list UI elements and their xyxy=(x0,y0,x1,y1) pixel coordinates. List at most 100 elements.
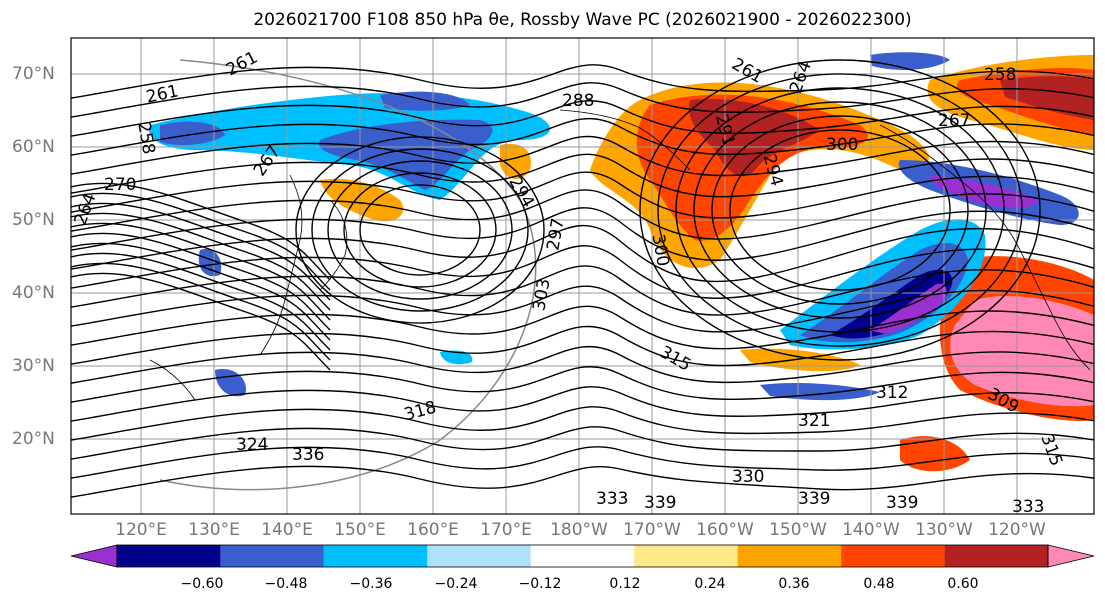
colorbar-swatch xyxy=(220,545,324,567)
negative-anomaly-region xyxy=(440,350,473,365)
theta-e-contour xyxy=(71,182,331,281)
negative-anomaly-core xyxy=(319,119,493,190)
contour-label: 321 xyxy=(798,411,830,431)
contour-label: 336 xyxy=(292,445,324,465)
theta-e-contour xyxy=(71,192,331,291)
colorbar-swatch xyxy=(944,545,1048,567)
colorbar xyxy=(70,544,1095,568)
positive-anomaly-region xyxy=(320,178,404,222)
contour-label: 339 xyxy=(886,493,918,513)
lon-label: 140°E xyxy=(261,520,313,540)
positive-anomaly-region xyxy=(500,143,531,180)
lat-label: 20°N xyxy=(12,429,55,449)
theta-e-contour xyxy=(71,366,1094,403)
theta-e-contour xyxy=(71,171,1094,219)
contour-label: 333 xyxy=(1012,497,1044,517)
map-frame xyxy=(70,37,1095,515)
colorbar-tick-label: −0.36 xyxy=(349,576,393,592)
positive-anomaly-max xyxy=(950,295,1094,407)
contour-label: 270 xyxy=(104,175,136,195)
colorbar-tick-label: 0.36 xyxy=(778,576,810,592)
lon-label: 140°W xyxy=(842,520,900,540)
contour-label: 288 xyxy=(562,91,594,111)
theta-e-contour xyxy=(71,446,1094,479)
contour-label: 300 xyxy=(826,135,858,155)
colorbar-swatch xyxy=(634,545,738,567)
map-title: 2026021700 F108 850 hPa θe, Rossby Wave … xyxy=(253,10,912,30)
theta-e-contour xyxy=(71,82,1094,118)
lat-label: 30°N xyxy=(12,356,55,376)
positive-anomaly-region xyxy=(900,436,970,472)
colorbar-swatch xyxy=(530,545,635,567)
lon-label: 160°W xyxy=(696,520,754,540)
negative-anomaly-region xyxy=(160,121,225,146)
lat-label: 40°N xyxy=(12,283,55,303)
coastlines xyxy=(149,109,1091,401)
colorbar-swatch xyxy=(323,545,428,567)
contour-label: 333 xyxy=(596,489,628,509)
theta-e-contour xyxy=(71,386,1094,422)
theta-e-contour xyxy=(71,406,1094,441)
lon-label: 160°E xyxy=(407,520,459,540)
theta-e-contour xyxy=(71,117,1094,156)
theta-e-contour xyxy=(71,64,1094,99)
theta-e-contour xyxy=(71,224,1094,283)
theta-e-contour xyxy=(71,212,331,311)
theta-e-contours xyxy=(71,59,1094,498)
positive-anomaly-peak xyxy=(1000,76,1094,120)
lon-label: 180°W xyxy=(550,520,608,540)
lon-label: 120°W xyxy=(988,520,1046,540)
negative-anomaly-region xyxy=(760,382,880,401)
negative-anomaly-region xyxy=(870,52,950,70)
theta-e-closed-contour xyxy=(657,73,1023,347)
colorbar-tick-label: 0.60 xyxy=(947,576,979,592)
map-panel xyxy=(71,38,1094,514)
negative-anomaly-region xyxy=(380,91,470,111)
contour-label: 258 xyxy=(984,65,1016,85)
colorbar-swatch xyxy=(841,545,945,567)
theta-e-contour xyxy=(71,426,1094,460)
lat-label: 60°N xyxy=(12,137,55,157)
contour-label: 339 xyxy=(798,489,830,509)
theta-e-contour xyxy=(71,285,1094,333)
contour-label: 339 xyxy=(644,493,676,513)
colorbar-tick-label: 0.48 xyxy=(863,576,895,592)
negative-anomaly-max xyxy=(930,175,1040,209)
theta-e-contour xyxy=(71,262,331,361)
theta-e-closed-contour xyxy=(675,87,1005,333)
theta-e-closed-contour xyxy=(311,148,529,312)
range-circle xyxy=(159,59,537,491)
theta-e-contour xyxy=(71,232,331,331)
theta-e-contour xyxy=(71,325,1094,367)
theta-e-contour xyxy=(71,245,1094,299)
colorbar-tick-label: −0.48 xyxy=(264,576,308,592)
positive-anomaly-peak xyxy=(689,99,820,177)
theta-e-contour xyxy=(71,242,331,341)
colorbar-tick-label: −0.24 xyxy=(434,576,478,592)
lat-label: 70°N xyxy=(12,64,55,84)
colorbar-swatch xyxy=(427,545,531,567)
colorbar-tick-label: 0.12 xyxy=(609,576,641,592)
colorbar-swatch xyxy=(117,545,221,567)
contour-label: 312 xyxy=(876,383,908,403)
contour-label: 267 xyxy=(938,111,970,131)
colorbar-tick-label: −0.60 xyxy=(180,576,224,592)
theta-e-contour xyxy=(71,345,1094,384)
colorbar-swatch xyxy=(737,545,842,567)
theta-e-closed-contour xyxy=(729,129,951,291)
theta-e-contour xyxy=(71,465,1094,498)
theta-e-contour xyxy=(71,305,1094,350)
theta-e-contour xyxy=(71,135,1094,177)
theta-e-contour xyxy=(71,222,331,321)
colorbar-max-extension xyxy=(1047,544,1095,568)
theta-e-contour xyxy=(71,189,1094,240)
lon-label: 130°E xyxy=(188,520,240,540)
theta-e-closed-contour xyxy=(639,59,1041,361)
negative-anomaly-peak xyxy=(830,269,953,339)
lon-label: 170°E xyxy=(480,520,532,540)
map-gridlines xyxy=(71,38,1094,514)
theta-e-contour xyxy=(71,202,331,301)
theta-e-contour xyxy=(71,207,1094,261)
theta-e-contour xyxy=(71,272,331,371)
